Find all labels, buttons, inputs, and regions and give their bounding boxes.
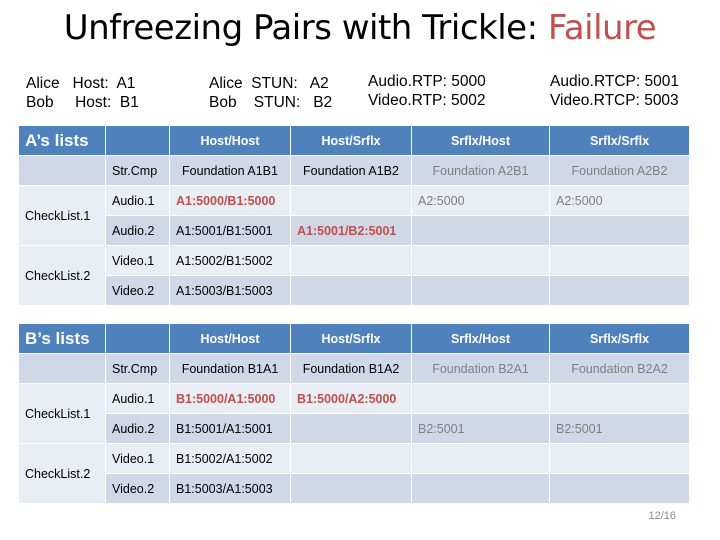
pair-cell bbox=[549, 473, 690, 504]
info-host-column: Alice Host: A1 Bob Host: B1 bbox=[26, 74, 139, 112]
pair-cell bbox=[549, 245, 690, 276]
pair-cell: B1:5002/A1:5002 bbox=[169, 443, 291, 474]
table-row: Str.Cmp Foundation B1A1 Foundation B1A2 … bbox=[18, 353, 690, 384]
row-label: Video.2 bbox=[105, 275, 170, 306]
table-b-header-srflx-host: Srflx/Host bbox=[411, 323, 550, 354]
foundation-a1b2: Foundation A1B2 bbox=[290, 155, 412, 186]
row-label: Audio.2 bbox=[105, 413, 170, 444]
table-row: Audio.2 A1:5001/B1:5001 A1:5001/B2:5001 bbox=[19, 215, 690, 246]
info-bob-host: Bob Host: B1 bbox=[26, 94, 139, 111]
pair-cell bbox=[411, 443, 550, 474]
row-label: Audio.1 bbox=[105, 383, 170, 414]
info-video-rtp: Video.RTP: 5002 bbox=[368, 92, 486, 109]
info-bob-stun: Bob STUN: B2 bbox=[209, 94, 333, 111]
info-rtcp-column: Audio.RTCP: 5001 Video.RTCP: 5003 bbox=[550, 72, 679, 110]
info-rtp-column: Audio.RTP: 5000 Video.RTP: 5002 bbox=[368, 72, 486, 110]
table-a-header-srflx-srflx: Srflx/Srflx bbox=[549, 125, 690, 156]
pair-cell bbox=[290, 443, 412, 474]
table-row: Video.2 B1:5003/A1:5003 bbox=[19, 473, 690, 504]
title-main: Unfreezing Pairs with Trickle: bbox=[63, 8, 548, 48]
table-a-header-host-host: Host/Host bbox=[169, 125, 291, 156]
strcmp-label: Str.Cmp bbox=[105, 155, 170, 186]
pair-cell bbox=[549, 443, 690, 474]
pair-cell: A1:5000/B1:5000 bbox=[169, 185, 291, 216]
foundation-b1a2: Foundation B1A2 bbox=[290, 353, 412, 384]
pair-cell bbox=[411, 215, 550, 246]
table-cell-empty bbox=[18, 353, 106, 384]
pair-cell: A1:5001/B1:5001 bbox=[169, 215, 291, 246]
table-row: Video.2 A1:5003/B1:5003 bbox=[19, 275, 690, 306]
strcmp-label: Str.Cmp bbox=[105, 353, 170, 384]
pair-cell bbox=[549, 275, 690, 306]
row-label: Audio.1 bbox=[105, 185, 170, 216]
table-a-header-empty bbox=[105, 125, 170, 156]
checklist-2-label: CheckList.2 bbox=[18, 443, 106, 504]
info-stun-column: Alice STUN: A2 Bob STUN: B2 bbox=[209, 74, 332, 112]
table-row: Str.Cmp Foundation A1B1 Foundation A1B2 … bbox=[18, 155, 690, 186]
table-b-lists: B’s lists Host/Host Host/Srflx Srflx/Hos… bbox=[18, 323, 690, 504]
pair-cell bbox=[549, 215, 690, 246]
info-alice-stun: Alice STUN: A2 bbox=[209, 75, 329, 92]
pair-cell bbox=[290, 185, 412, 216]
checklist-2-label: CheckList.2 bbox=[18, 245, 106, 306]
pair-cell: B1:5001/A1:5001 bbox=[169, 413, 291, 444]
row-label: Video.1 bbox=[105, 245, 170, 276]
row-label: Video.1 bbox=[105, 443, 170, 474]
pair-cell: A1:5001/B2:5001 bbox=[290, 215, 412, 246]
pair-cell: A1:5002/B1:5002 bbox=[169, 245, 291, 276]
foundation-a2b2: Foundation A2B2 bbox=[549, 155, 690, 186]
page-number: 12/16 bbox=[648, 510, 676, 522]
table-row: CheckList.1 Audio.1 A1:5000/B1:5000 A2:5… bbox=[18, 185, 690, 246]
foundation-b2a1: Foundation B2A1 bbox=[411, 353, 550, 384]
table-row: CheckList.2 Video.1 B1:5002/A1:5002 bbox=[18, 443, 690, 504]
table-b-header-host-host: Host/Host bbox=[169, 323, 291, 354]
pair-cell: B1:5003/A1:5003 bbox=[169, 473, 291, 504]
table-a-header-host-srflx: Host/Srflx bbox=[290, 125, 412, 156]
foundation-a2b1: Foundation A2B1 bbox=[411, 155, 550, 186]
table-a-title: A’s lists bbox=[18, 125, 106, 156]
table-cell-empty bbox=[18, 155, 106, 186]
checklist-1-label: CheckList.1 bbox=[18, 383, 106, 444]
table-row: Audio.2 B1:5001/A1:5001 B2:5001 B2:5001 bbox=[19, 413, 690, 444]
pair-cell: A2:5000 bbox=[549, 185, 690, 216]
table-b-header-empty bbox=[105, 323, 170, 354]
pair-cell bbox=[290, 473, 412, 504]
table-row: CheckList.1 Audio.1 B1:5000/A1:5000 B1:5… bbox=[18, 383, 690, 444]
pair-cell bbox=[411, 245, 550, 276]
table-b-header-host-srflx: Host/Srflx bbox=[290, 323, 412, 354]
pair-cell bbox=[411, 275, 550, 306]
row-label: Video.2 bbox=[105, 473, 170, 504]
foundation-b2a2: Foundation B2A2 bbox=[549, 353, 690, 384]
row-label: Audio.2 bbox=[105, 215, 170, 246]
pair-cell bbox=[290, 245, 412, 276]
info-audio-rtcp: Audio.RTCP: 5001 bbox=[550, 73, 679, 90]
info-video-rtcp: Video.RTCP: 5003 bbox=[550, 92, 679, 109]
info-alice-host: Alice Host: A1 bbox=[26, 75, 136, 92]
slide-title: Unfreezing Pairs with Trickle: Failure bbox=[0, 8, 720, 48]
pair-cell bbox=[411, 473, 550, 504]
foundation-b1a1: Foundation B1A1 bbox=[169, 353, 291, 384]
pair-cell bbox=[411, 383, 550, 414]
info-audio-rtp: Audio.RTP: 5000 bbox=[368, 73, 486, 90]
pair-cell: A2:5000 bbox=[411, 185, 550, 216]
pair-cell: B1:5000/A2:5000 bbox=[290, 383, 412, 414]
foundation-a1b1: Foundation A1B1 bbox=[169, 155, 291, 186]
table-b-header-srflx-srflx: Srflx/Srflx bbox=[549, 323, 690, 354]
pair-cell bbox=[290, 413, 412, 444]
table-b-title: B’s lists bbox=[18, 323, 106, 354]
checklist-1-label: CheckList.1 bbox=[18, 185, 106, 246]
pair-cell: B1:5000/A1:5000 bbox=[169, 383, 291, 414]
pair-cell: A1:5003/B1:5003 bbox=[169, 275, 291, 306]
pair-cell bbox=[290, 275, 412, 306]
table-row: CheckList.2 Video.1 A1:5002/B1:5002 bbox=[18, 245, 690, 306]
table-a-header-srflx-host: Srflx/Host bbox=[411, 125, 550, 156]
table-a-lists: A’s lists Host/Host Host/Srflx Srflx/Hos… bbox=[18, 125, 690, 306]
pair-cell bbox=[549, 383, 690, 414]
title-accent: Failure bbox=[547, 8, 657, 48]
pair-cell: B2:5001 bbox=[411, 413, 550, 444]
pair-cell: B2:5001 bbox=[549, 413, 690, 444]
